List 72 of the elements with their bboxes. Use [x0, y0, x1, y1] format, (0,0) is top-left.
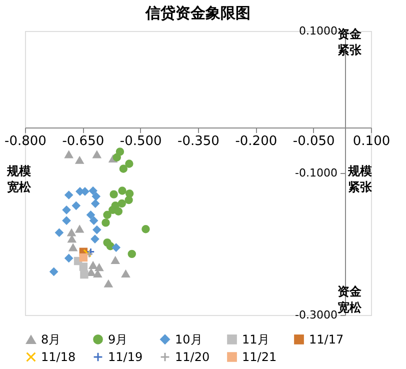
point	[62, 206, 71, 214]
point	[110, 190, 118, 198]
point	[128, 250, 136, 258]
point	[142, 224, 150, 234]
point	[102, 218, 110, 227]
point	[86, 210, 95, 219]
point	[88, 186, 98, 195]
chart-title: 信贷资金象限图	[144, 4, 250, 22]
legend-label: 11/19	[108, 350, 143, 364]
point	[91, 199, 100, 208]
legend-label: 9月	[108, 332, 128, 346]
point	[114, 207, 123, 216]
point	[122, 270, 130, 278]
point	[72, 202, 80, 210]
point	[64, 150, 73, 158]
x-tick-label: -0.800	[4, 134, 46, 149]
x-tick-label: -0.350	[178, 134, 220, 149]
point	[104, 280, 113, 288]
y-tick-label: 0.1000	[299, 24, 338, 38]
x-tick-label: -0.200	[235, 134, 278, 149]
point	[79, 262, 88, 271]
legend-label: 11/21	[242, 350, 277, 364]
legend-label: 8月	[41, 332, 61, 347]
legend-label: 11月	[242, 332, 270, 346]
point	[79, 253, 88, 262]
point	[106, 242, 114, 250]
point	[90, 216, 98, 225]
point	[92, 150, 101, 158]
point	[75, 156, 84, 164]
point	[75, 225, 84, 233]
legend-label: 11/18	[41, 350, 76, 364]
point	[92, 192, 100, 201]
point	[90, 234, 100, 244]
point	[67, 228, 76, 236]
point	[103, 210, 112, 219]
point	[95, 264, 104, 272]
point	[50, 268, 58, 276]
point	[86, 248, 95, 256]
y-tick-label: -0.1000	[295, 166, 338, 180]
x-tick-label: -0.500	[120, 134, 162, 149]
point	[64, 190, 73, 200]
point	[68, 235, 76, 243]
y-tick-label: -0.3000	[295, 308, 338, 322]
point	[111, 256, 120, 264]
point	[119, 164, 128, 173]
point	[87, 268, 96, 276]
point	[116, 148, 124, 156]
annotation: 资金紧张	[338, 26, 363, 57]
point	[112, 153, 121, 162]
x-tick-label: -0.650	[62, 134, 104, 149]
point	[68, 244, 78, 252]
x-tick-label: 0.100	[352, 134, 390, 149]
point	[124, 196, 133, 204]
legend-label: 11/20	[175, 350, 210, 364]
annotation: 资金宽松	[338, 284, 363, 315]
x-tick-label: -0.050	[292, 134, 335, 149]
point	[92, 226, 101, 234]
legend-label: 11/17	[309, 332, 344, 346]
point	[125, 189, 134, 198]
legend-label: 10月	[175, 332, 202, 346]
annotation: 规模紧张	[346, 164, 373, 194]
point	[80, 270, 88, 279]
point	[118, 186, 126, 195]
point	[118, 199, 126, 208]
point	[64, 254, 73, 262]
point	[94, 270, 102, 278]
point	[125, 160, 134, 168]
point	[55, 228, 64, 237]
point	[112, 243, 120, 252]
point	[88, 262, 98, 269]
point	[62, 216, 71, 225]
annotation: 规模宽松	[6, 164, 32, 194]
